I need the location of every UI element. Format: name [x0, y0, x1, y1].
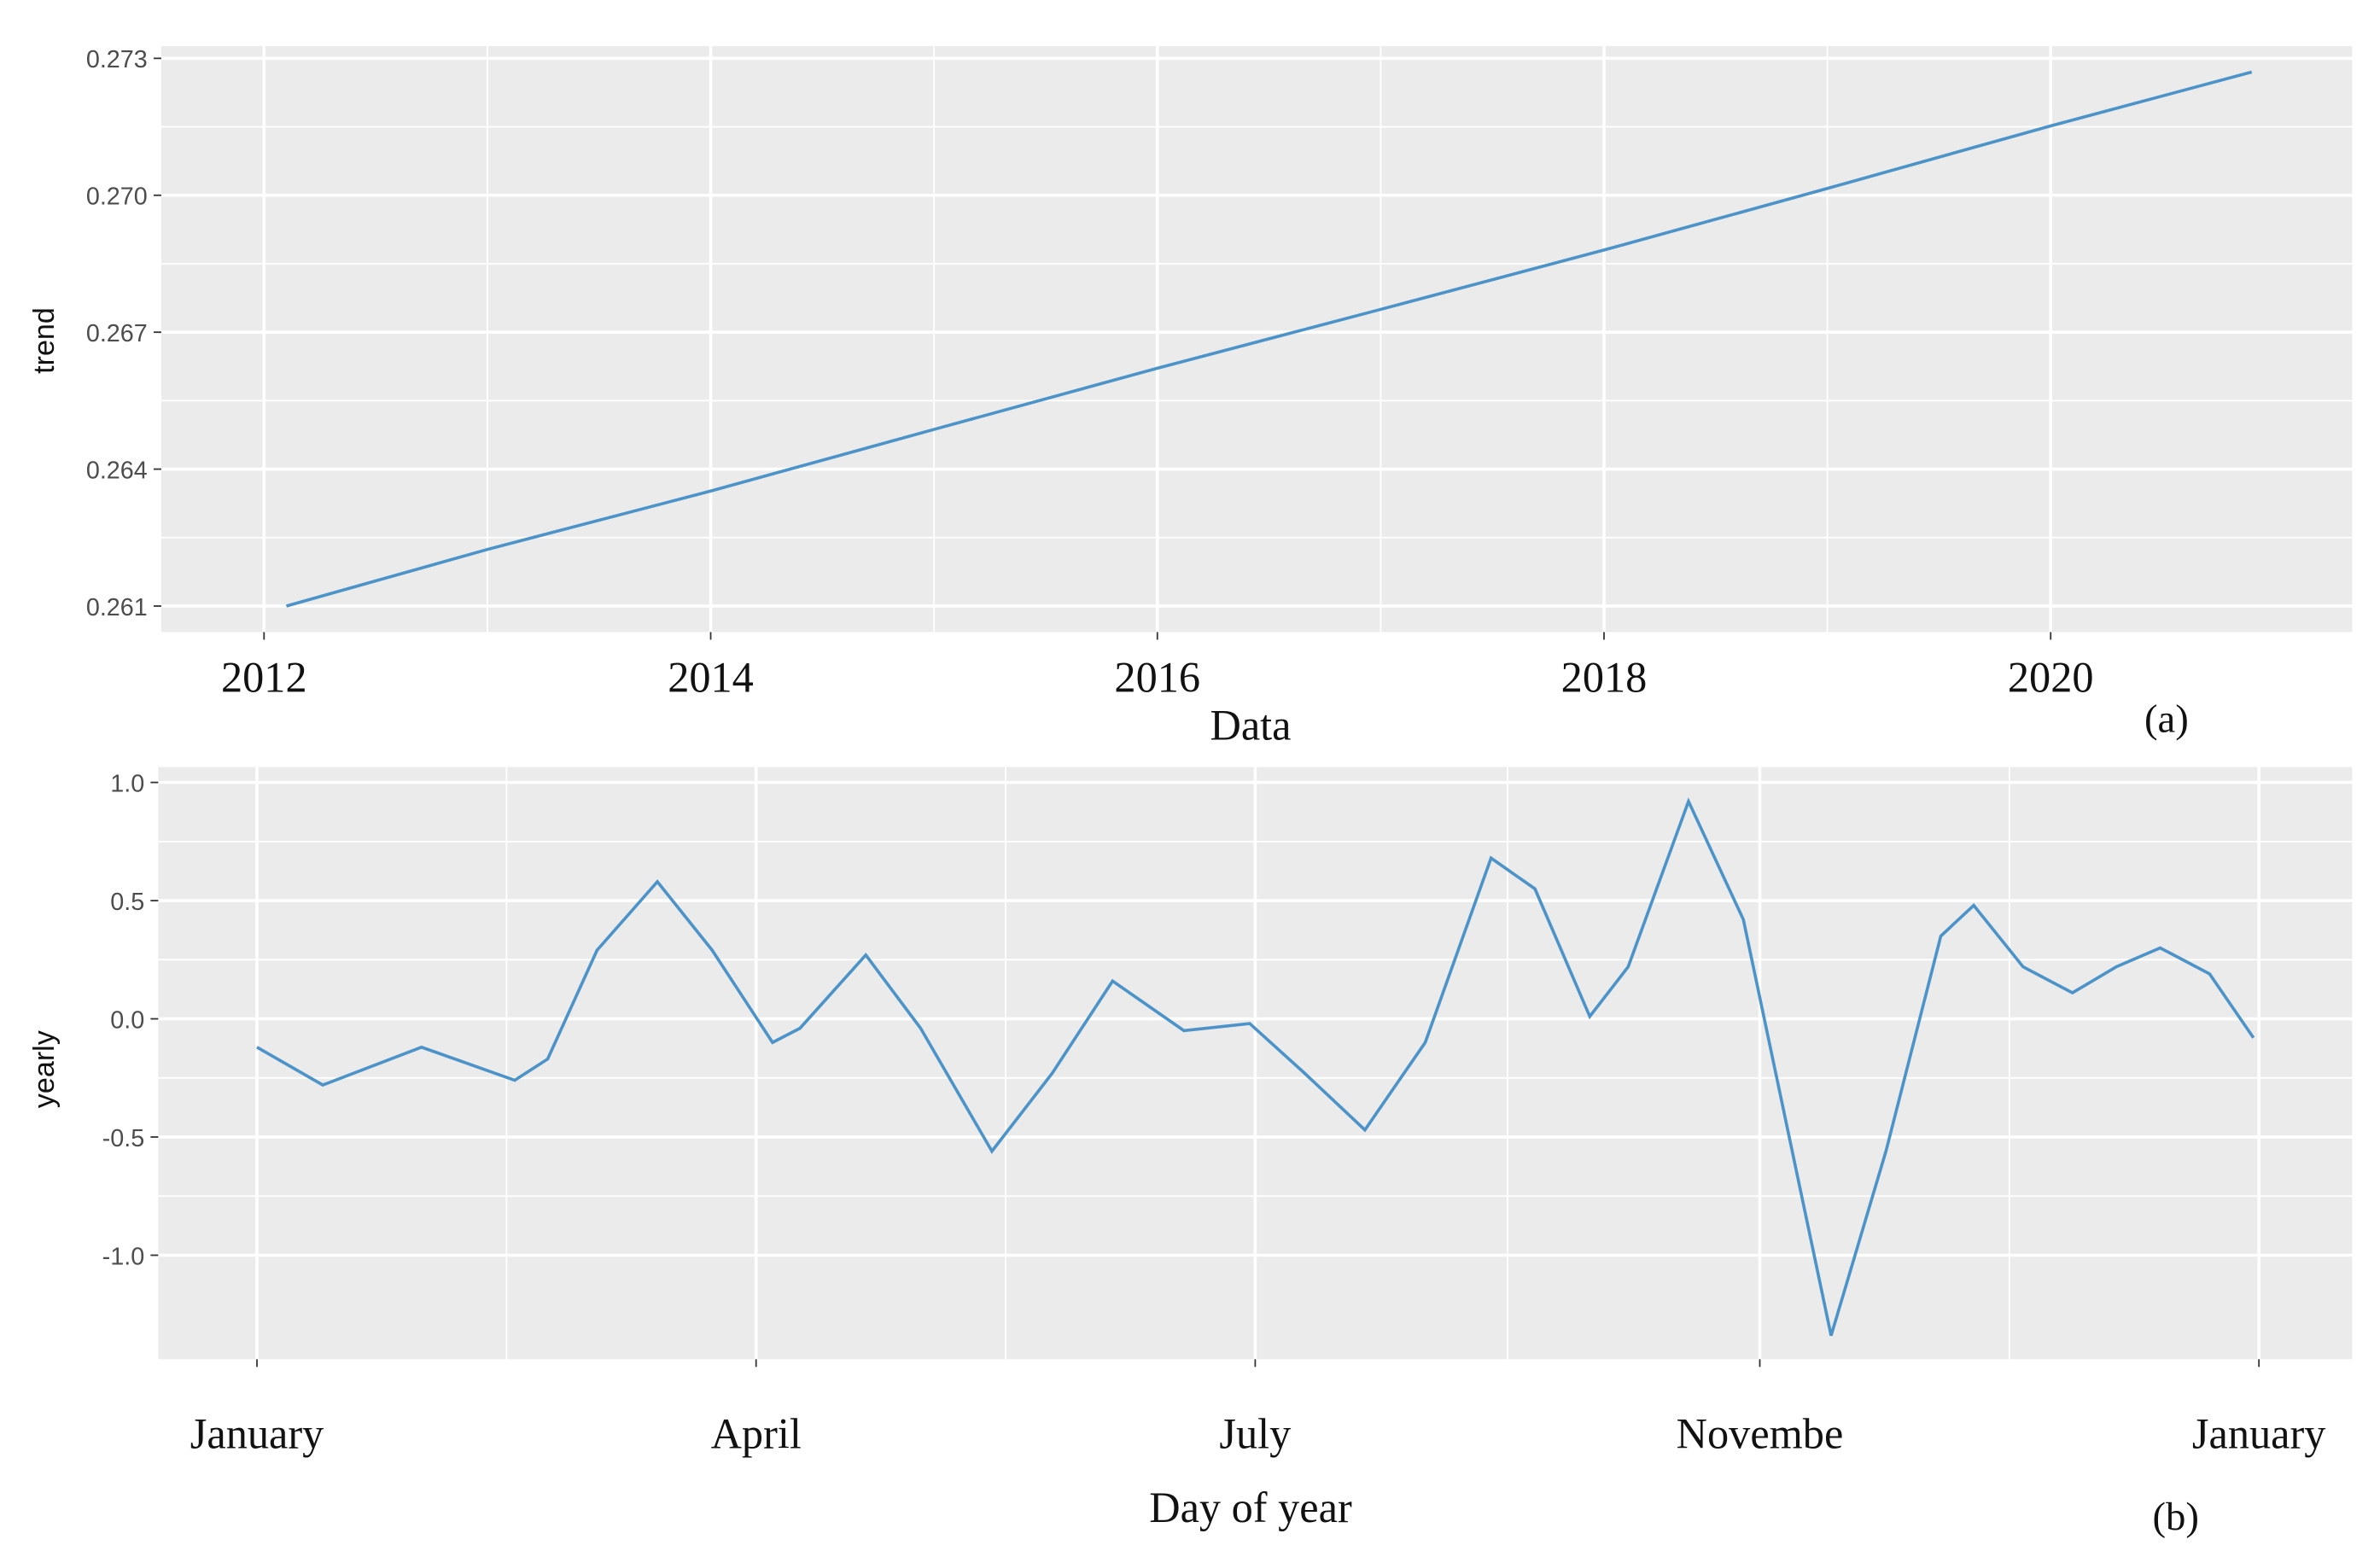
x-tick-label: 2020	[2008, 654, 2094, 702]
y-tick-label: 0.5	[110, 889, 144, 916]
y-tick-label: -1.0	[102, 1243, 145, 1270]
y-tick-label: 1.0	[110, 770, 144, 797]
panel-annotation: (b)	[2152, 1495, 2198, 1539]
y-tick-label: -0.5	[102, 1125, 145, 1152]
x-tick-label: July	[1219, 1410, 1291, 1458]
x-tick-label: January	[2192, 1410, 2325, 1458]
x-tick-label: January	[190, 1410, 324, 1458]
y-tick-label: 0.264	[86, 457, 148, 484]
x-tick-label: 2014	[668, 654, 754, 702]
y-tick-label: 0.0	[110, 1006, 144, 1034]
y-axis-label: trend	[28, 307, 61, 374]
x-tick-label: April	[711, 1410, 802, 1458]
series-line	[256, 797, 2255, 1337]
x-tick-label: Novembe	[1677, 1410, 1844, 1458]
y-axis-label: yearly	[28, 1030, 61, 1108]
x-tick-label: 2018	[1561, 654, 1648, 702]
y-tick-label: 0.261	[86, 594, 148, 621]
x-axis-label: Day of year	[1149, 1484, 1352, 1531]
y-tick-label: 0.270	[86, 184, 148, 211]
panel-annotation: (a)	[2144, 697, 2189, 741]
series-line	[285, 70, 2253, 608]
y-tick-label: 0.267	[86, 320, 148, 347]
x-tick-label: 2016	[1114, 654, 1200, 702]
x-tick-label: 2012	[221, 654, 307, 702]
x-axis-label: Data	[1210, 701, 1291, 749]
y-tick-label: 0.273	[86, 46, 148, 73]
